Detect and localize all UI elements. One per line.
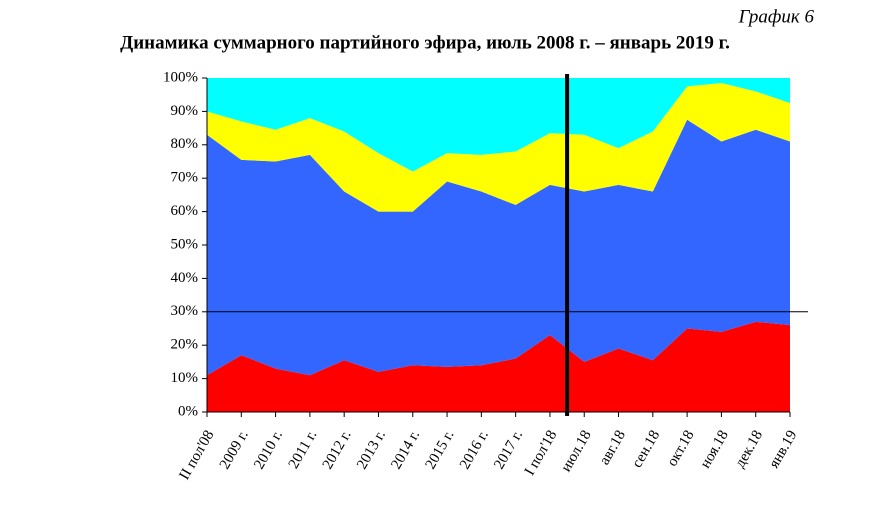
x-tick-label: сен.18	[629, 428, 663, 471]
y-tick-label: 80%	[171, 136, 199, 152]
x-tick-label: окт.18	[664, 428, 697, 470]
plot	[207, 78, 790, 412]
x-tick-label: авг.18	[597, 428, 629, 468]
chart-note: График 6	[738, 6, 815, 27]
y-tick-label: 70%	[171, 170, 199, 186]
area	[207, 83, 790, 212]
x-tick-label: янв.19	[766, 428, 800, 471]
y-tick-label: 30%	[171, 303, 199, 319]
y-tick-label: 0%	[178, 403, 198, 419]
x-tick-label: 2013 г.	[354, 428, 389, 472]
x-tick-label: 2010 г.	[251, 428, 286, 472]
y-tick-label: 50%	[171, 236, 199, 252]
x-tick-label: 2014 г.	[388, 428, 423, 472]
y-tick-label: 10%	[171, 370, 199, 386]
x-tick-label: 2017 г.	[491, 428, 526, 472]
y-tick-label: 90%	[171, 103, 199, 119]
area	[207, 321, 790, 412]
x-tick-label: июл.18	[558, 428, 594, 475]
x-tick-label: II пол'08	[176, 428, 217, 483]
x-tick-label: 2011 г.	[286, 428, 321, 472]
x-tick-label: 2016 г.	[457, 428, 492, 472]
x-tick-label: 2015 г.	[423, 428, 458, 472]
y-tick-label: 20%	[171, 337, 199, 353]
y-tick-label: 40%	[171, 270, 199, 286]
chart-title: Динамика суммарного партийного эфира, ию…	[120, 32, 730, 53]
x-tick-label: 2009 г.	[217, 428, 252, 472]
x-tick-label: 2012 г.	[320, 428, 355, 472]
y-tick-label: 60%	[171, 203, 199, 219]
x-tick-label: дек.18	[732, 428, 766, 471]
x-tick-label: I пол'18	[522, 428, 560, 479]
area	[207, 78, 790, 172]
x-tick-label: ноя.18	[698, 428, 732, 471]
y-tick-label: 100%	[163, 69, 198, 85]
